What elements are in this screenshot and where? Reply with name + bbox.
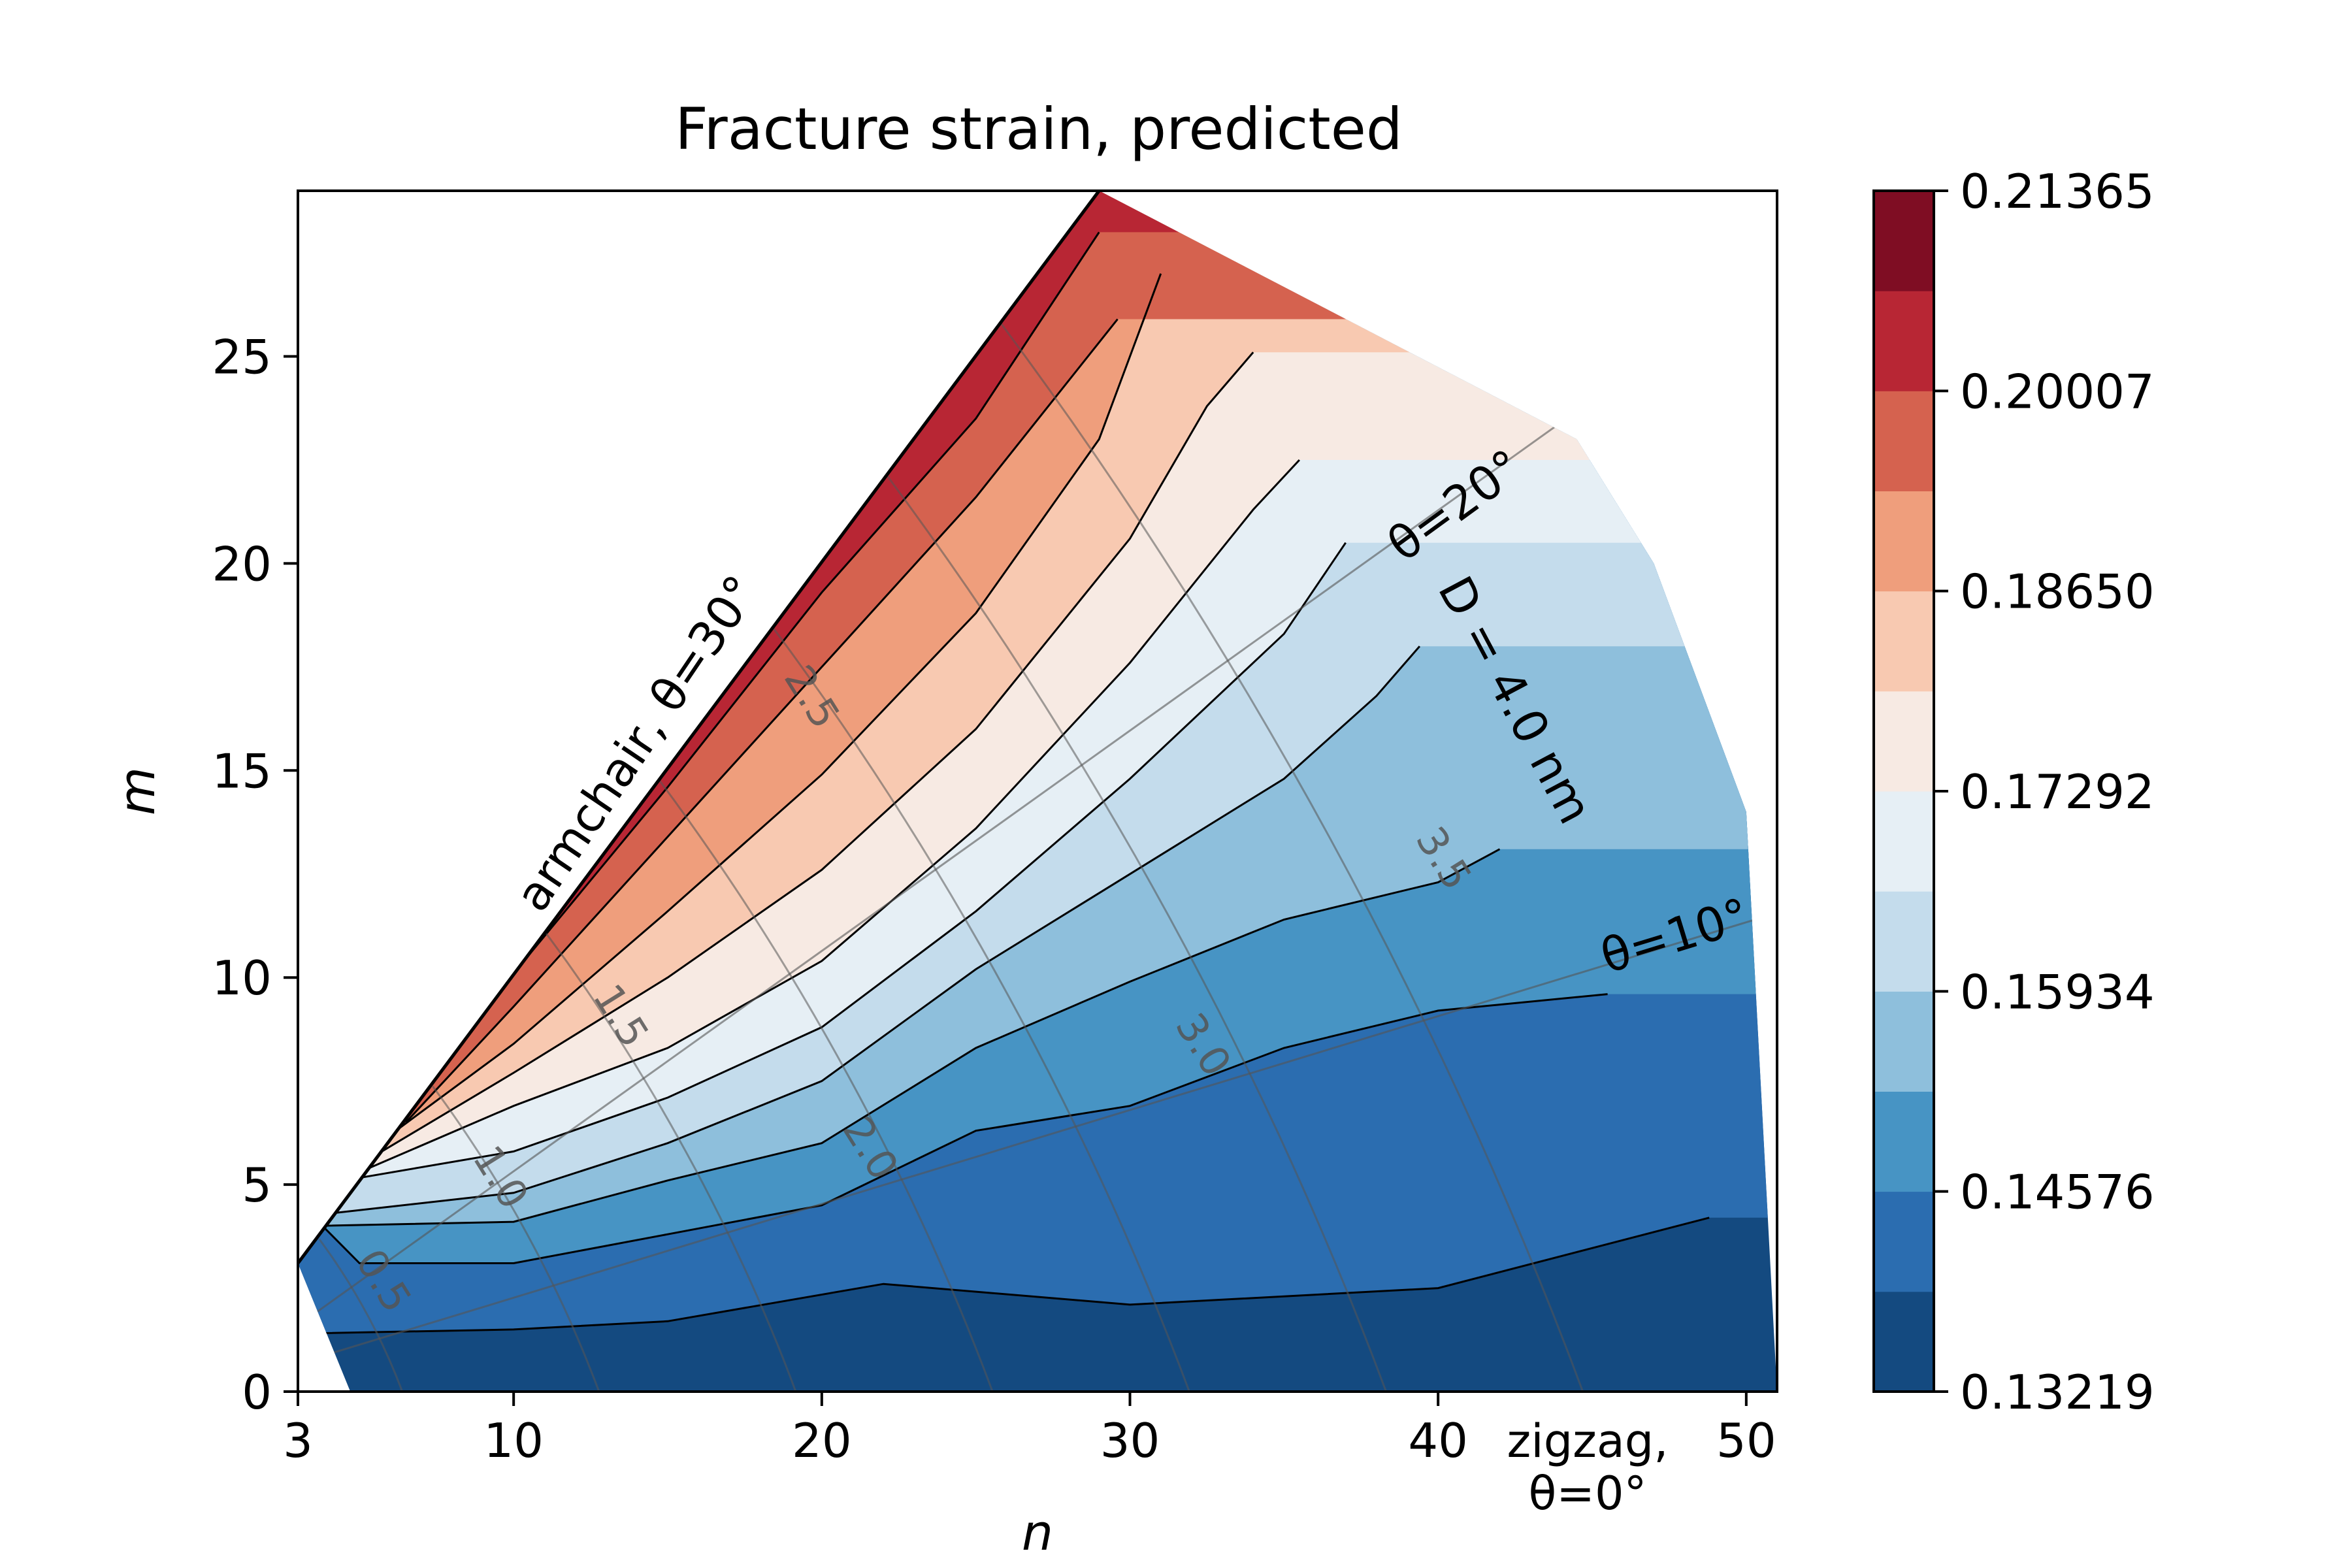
colorbar-swatch [1874, 591, 1934, 692]
colorbar-swatch [1874, 491, 1934, 592]
colorbar-tick-label: 0.17292 [1960, 764, 2155, 819]
y-tick-label: 25 [212, 330, 272, 385]
plot-frame [297, 189, 1778, 1393]
y-tick-label: 20 [212, 536, 272, 591]
isoline-8 [389, 273, 1162, 1136]
diameter-contour-3.0 [886, 475, 1388, 1392]
diameter-contour-2.5 [772, 627, 1190, 1392]
colorbar-tick-label: 0.18650 [1960, 564, 2155, 619]
angle-line-10 [298, 874, 1777, 1365]
colorbar-swatch [1874, 691, 1934, 792]
colorbar-swatch [1874, 991, 1934, 1092]
chart-title: Fracture strain, predicted [675, 95, 1402, 163]
isoline-1 [298, 1217, 1710, 1335]
colorbar-tick-label: 0.20007 [1960, 364, 2155, 419]
y-tick-label: 10 [212, 951, 272, 1005]
x-tick-label: 30 [1100, 1413, 1160, 1468]
diameter-contour-0.5 [318, 1238, 404, 1392]
zigzag-angle-label: θ=0° [1528, 1467, 1646, 1520]
x-tick-label: 40 [1408, 1413, 1468, 1468]
isoline-9 [405, 318, 1119, 1124]
x-axis: 3 10 20 30 40 50 [283, 1392, 1776, 1468]
colorbar-tick-label: 0.21365 [1960, 164, 2155, 219]
y-tick-label: 15 [212, 743, 272, 798]
colorbar-swatch [1874, 891, 1934, 992]
diameter-contour-2.0 [659, 780, 994, 1392]
colorbar-swatch [1874, 391, 1934, 491]
colorbar-swatch [1874, 291, 1934, 391]
y-tick-label: 5 [242, 1158, 272, 1213]
colorbar-swatch [1874, 1191, 1934, 1292]
colorbar-tick-label: 0.14576 [1960, 1165, 2155, 1220]
diameter-contour-1.5 [545, 933, 797, 1392]
y-axis: 0 5 10 15 20 25 [212, 330, 298, 1420]
diameter-contour-1.0 [432, 1085, 600, 1392]
diameter-contour-3.5 [1000, 322, 1584, 1392]
y-tick-label: 0 [242, 1365, 272, 1420]
isoline-4 [329, 645, 1421, 1215]
isoline-2 [298, 993, 1608, 1264]
isoline-7 [374, 351, 1254, 1156]
isoline-3 [313, 848, 1501, 1227]
x-tick-label: 20 [792, 1413, 852, 1468]
x-tick-label: 3 [283, 1413, 313, 1468]
colorbar: 0.13219 0.14576 0.15934 0.17292 0.18650 0.200… [1872, 164, 2155, 1420]
x-axis-label: n [1022, 1503, 1053, 1561]
colorbar-swatch [1874, 1091, 1934, 1192]
colorbar-tick-label: 0.13219 [1960, 1365, 2155, 1420]
y-axis-label: m [108, 767, 166, 815]
colorbar-swatch [1874, 791, 1934, 892]
armchair-edge-line [298, 191, 1101, 1265]
colorbar-tick-label: 0.15934 [1960, 964, 2155, 1019]
colorbar-swatch [1874, 191, 1934, 291]
isoline-5 [344, 542, 1347, 1182]
zigzag-label: zigzag, [1507, 1414, 1669, 1468]
x-tick-label: 10 [483, 1413, 544, 1468]
x-tick-label: 50 [1716, 1413, 1776, 1468]
colorbar-swatch [1874, 1291, 1934, 1392]
